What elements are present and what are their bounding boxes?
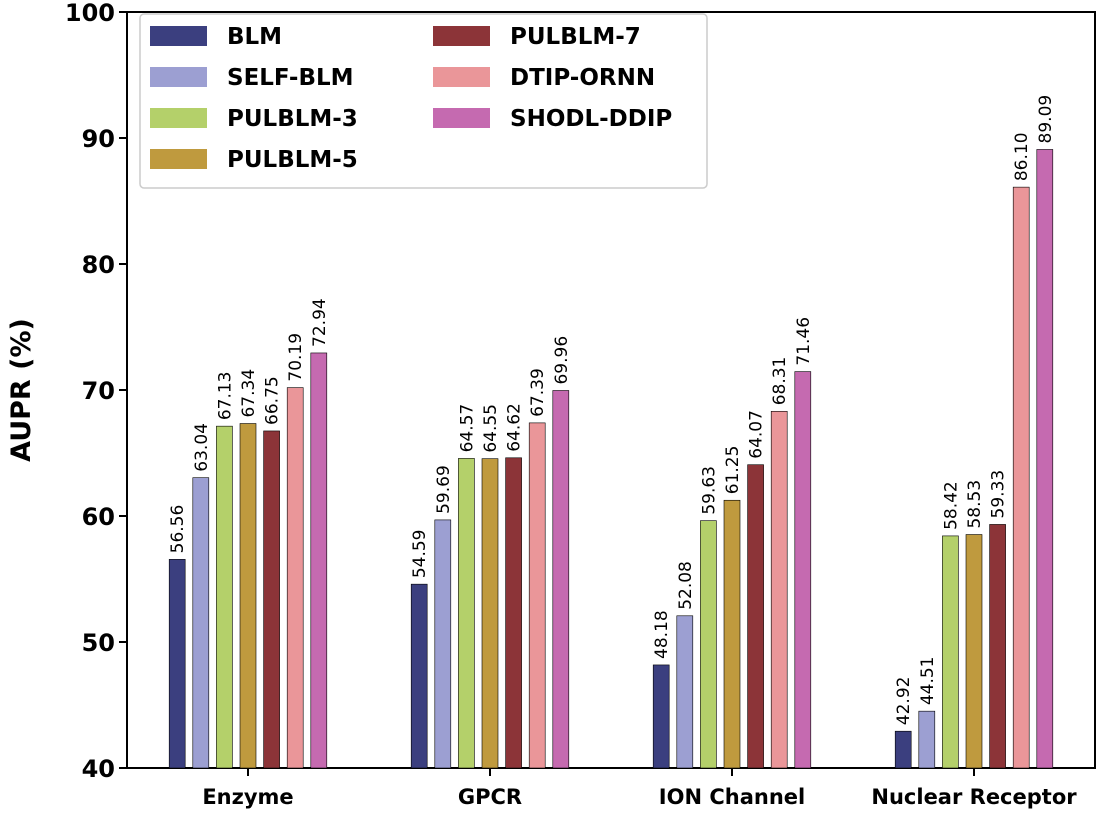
y-tick-label: 40 xyxy=(82,755,115,783)
data-label-shodl-ddip-enzyme: 72.94 xyxy=(310,298,330,347)
bar-pulblm-3-nuclear-receptor xyxy=(942,535,959,769)
y-tick-label: 80 xyxy=(82,251,115,279)
data-label-dtip-ornn-enzyme: 70.19 xyxy=(286,333,306,382)
data-label-dtip-ornn-nuclear-receptor: 86.10 xyxy=(1012,132,1032,181)
data-label-dtip-ornn-ion-channel: 68.31 xyxy=(770,357,790,406)
bars xyxy=(168,149,1054,769)
legend-swatch-pulblm-7 xyxy=(433,26,490,46)
data-label-blm-enzyme: 56.56 xyxy=(168,505,188,554)
x-tick-label-gpcr: GPCR xyxy=(458,785,522,809)
data-label-pulblm-3-nuclear-receptor: 58.42 xyxy=(941,481,961,530)
data-label-pulblm-5-gpcr: 64.55 xyxy=(481,404,501,453)
data-label-pulblm-3-enzyme: 67.13 xyxy=(215,371,235,420)
y-tick-label: 70 xyxy=(82,377,115,405)
y-axis-title: AUPR (%) xyxy=(6,318,37,462)
data-label-pulblm-7-ion-channel: 64.07 xyxy=(747,410,767,459)
bar-pulblm-3-gpcr xyxy=(458,458,475,769)
bar-pulblm-7-nuclear-receptor xyxy=(989,524,1006,769)
legend-swatch-pulblm-5 xyxy=(150,149,207,169)
legend-label-shodl-ddip: SHODL-DDIP xyxy=(510,106,672,132)
data-label-blm-gpcr: 54.59 xyxy=(410,529,430,578)
legend: BLM SELF-BLM PULBLM-3 PULBLM-5 PULBLM-7 DTIP-… xyxy=(139,13,708,189)
legend-swatch-shodl-ddip xyxy=(433,108,490,128)
bar-dtip-ornn-gpcr xyxy=(528,422,546,769)
bar-pulblm-3-ion-channel xyxy=(700,520,717,769)
bar-pulblm-3-enzyme xyxy=(216,425,233,769)
data-label-dtip-ornn-gpcr: 67.39 xyxy=(528,368,548,417)
bar-pulblm-7-ion-channel xyxy=(747,464,764,769)
data-label-self-blm-nuclear-receptor: 44.51 xyxy=(918,657,938,706)
bar-pulblm-7-enzyme xyxy=(263,430,280,769)
bar-dtip-ornn-nuclear-receptor xyxy=(1012,186,1030,769)
y-tick-label: 90 xyxy=(82,125,115,153)
legend-label-pulblm-3: PULBLM-3 xyxy=(227,106,358,132)
data-label-shodl-ddip-ion-channel: 71.46 xyxy=(794,317,814,366)
bar-shodl-ddip-enzyme xyxy=(310,352,328,769)
data-label-pulblm-3-ion-channel: 59.63 xyxy=(699,466,719,515)
x-tick-label-ion-channel: ION Channel xyxy=(659,785,805,809)
data-label-blm-nuclear-receptor: 42.92 xyxy=(894,677,914,726)
data-label-pulblm-5-nuclear-receptor: 58.53 xyxy=(965,480,985,529)
bar-blm-nuclear-receptor xyxy=(894,730,912,769)
bar-pulblm-5-nuclear-receptor xyxy=(965,534,983,769)
legend-label-pulblm-7: PULBLM-7 xyxy=(510,24,641,50)
bar-self-blm-ion-channel xyxy=(676,615,694,769)
bar-blm-enzyme xyxy=(168,559,186,769)
legend-swatch-self-blm xyxy=(150,67,207,87)
data-label-pulblm-5-enzyme: 67.34 xyxy=(239,369,259,418)
data-label-self-blm-ion-channel: 52.08 xyxy=(676,561,696,610)
legend-label-pulblm-5: PULBLM-5 xyxy=(227,147,358,173)
legend-label-self-blm: SELF-BLM xyxy=(227,65,354,91)
data-label-self-blm-enzyme: 63.04 xyxy=(192,423,212,472)
bar-pulblm-5-ion-channel xyxy=(723,499,741,769)
x-tick-label-nuclear-receptor: Nuclear Receptor xyxy=(871,785,1077,809)
bar-pulblm-5-gpcr xyxy=(481,458,499,769)
bar-pulblm-7-gpcr xyxy=(505,457,522,769)
legend-box xyxy=(139,13,708,189)
bar-dtip-ornn-enzyme xyxy=(286,387,304,769)
data-label-shodl-ddip-nuclear-receptor: 89.09 xyxy=(1036,95,1056,144)
bar-shodl-ddip-nuclear-receptor xyxy=(1036,149,1054,769)
bar-self-blm-nuclear-receptor xyxy=(918,710,936,769)
data-label-pulblm-7-gpcr: 64.62 xyxy=(505,403,525,452)
bar-self-blm-gpcr xyxy=(434,519,452,769)
legend-swatch-dtip-ornn xyxy=(433,67,490,87)
legend-swatch-blm xyxy=(150,26,207,46)
x-tick-label-enzyme: Enzyme xyxy=(202,785,293,809)
data-label-pulblm-7-nuclear-receptor: 59.33 xyxy=(989,470,1009,519)
bar-shodl-ddip-gpcr xyxy=(552,390,570,769)
y-tick-label: 100 xyxy=(65,0,115,27)
data-label-self-blm-gpcr: 59.69 xyxy=(434,465,454,514)
data-label-pulblm-3-gpcr: 64.57 xyxy=(457,404,477,453)
y-tick-label: 60 xyxy=(82,503,115,531)
bar-dtip-ornn-ion-channel xyxy=(770,410,788,769)
legend-swatch-pulblm-3 xyxy=(150,108,207,128)
bar-self-blm-enzyme xyxy=(192,477,210,769)
bar-blm-ion-channel xyxy=(652,664,670,769)
bar-pulblm-5-enzyme xyxy=(239,423,257,769)
data-label-shodl-ddip-gpcr: 69.96 xyxy=(552,336,572,385)
data-label-blm-ion-channel: 48.18 xyxy=(652,610,672,659)
bar-blm-gpcr xyxy=(410,583,428,769)
y-tick-label: 50 xyxy=(82,629,115,657)
data-label-pulblm-5-ion-channel: 61.25 xyxy=(723,446,743,495)
data-label-pulblm-7-enzyme: 66.75 xyxy=(263,376,283,425)
axes: 40 50 60 70 80 90 100 AUPR (%) Enzyme GPCR ION Cha… xyxy=(6,0,1096,809)
legend-label-blm: BLM xyxy=(227,24,282,50)
bar-shodl-ddip-ion-channel xyxy=(794,371,812,769)
legend-label-dtip-ornn: DTIP-ORNN xyxy=(510,65,655,91)
